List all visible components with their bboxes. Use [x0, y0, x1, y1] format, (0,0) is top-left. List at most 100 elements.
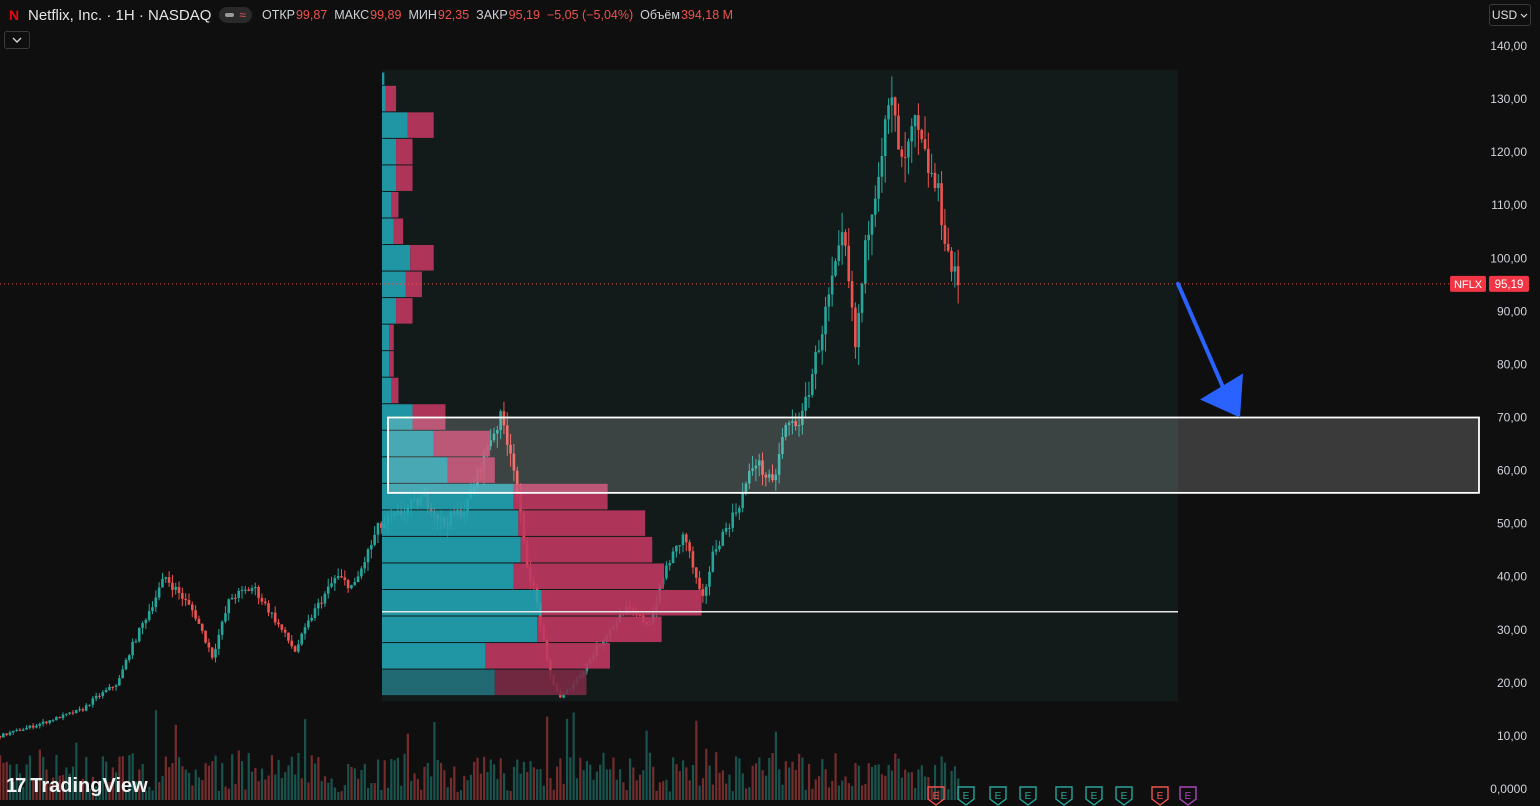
candle-body [45, 721, 48, 724]
volume-bar [499, 758, 502, 800]
candle-body [930, 172, 933, 174]
candle-body [161, 578, 164, 588]
last-price-label: 95,19 [1495, 279, 1524, 291]
candle-body [701, 589, 705, 596]
volume-bar [791, 761, 794, 800]
candle-body [509, 444, 512, 454]
candle-body [124, 659, 128, 670]
volume-bar [68, 773, 71, 800]
volume-bar [811, 788, 814, 800]
volume-bar [559, 758, 562, 800]
candle-body [602, 640, 605, 646]
volume-bar [609, 769, 612, 800]
volume-bar [224, 786, 227, 800]
volume-bar [327, 782, 330, 800]
volume-bar [473, 761, 476, 800]
volume-bar [569, 757, 572, 800]
volume-bar [486, 772, 489, 800]
volume-bar [5, 761, 8, 800]
volume-bar [890, 770, 894, 800]
volume-bar [953, 766, 957, 800]
profile-up-bar [382, 483, 514, 510]
candle-body [78, 709, 81, 711]
profile-down-bar [396, 298, 413, 324]
candle-body [883, 119, 887, 156]
volume-bar [337, 791, 340, 800]
candle-body [35, 725, 38, 728]
candle-body [741, 492, 744, 509]
candle-body [313, 608, 317, 618]
earnings-marker-label: E [1025, 791, 1032, 802]
volume-bar [947, 789, 950, 800]
candle-body [691, 551, 695, 568]
symbol-legend: N Netflix, Inc. · 1H · NASDAQ ≈ ОТКР 99,8… [0, 4, 740, 26]
volume-bar [725, 783, 728, 800]
volume-bar [234, 783, 237, 800]
ticker-badge [1450, 275, 1486, 292]
tradingview-logo[interactable]: 17 TradingView [6, 772, 148, 800]
profile-up-bar [382, 191, 392, 218]
volume-bar [52, 777, 55, 800]
currency-button[interactable]: USD [1489, 4, 1531, 26]
volume-bar [370, 783, 373, 800]
volume-bar [937, 790, 940, 800]
candle-body [307, 620, 310, 628]
volume-bar [297, 752, 300, 800]
volume-bar [492, 764, 496, 800]
candle-body [55, 717, 58, 721]
volume-bar [943, 762, 947, 800]
collapse-legend-button[interactable] [4, 31, 30, 49]
candle-body [141, 623, 144, 628]
volume-bar [509, 791, 512, 800]
candle-body [118, 678, 121, 686]
volume-bar [413, 773, 416, 800]
volume-bar [85, 756, 88, 800]
candle-body [144, 619, 148, 624]
profile-up-bar [382, 430, 434, 457]
volume-bar [95, 786, 98, 800]
volume-bar [483, 756, 486, 800]
candle-body [147, 611, 151, 620]
volume-label: Объём [640, 8, 680, 22]
candle-body [860, 283, 864, 313]
candle-body [31, 725, 35, 728]
candle-body [81, 709, 85, 711]
volume-bar [897, 758, 900, 800]
price-tick-label: 110,00 [1491, 198, 1527, 212]
symbol-title[interactable]: Netflix, Inc. · 1H · NASDAQ [28, 6, 212, 24]
candle-body [684, 534, 688, 543]
candle-body [671, 551, 675, 564]
volume-bar [108, 782, 111, 800]
profile-up-bar [382, 72, 385, 85]
candle-body [738, 508, 741, 513]
volume-bar [821, 759, 824, 800]
volume-bar [270, 755, 274, 800]
volume-bar [416, 779, 419, 800]
volume-bar [622, 782, 625, 800]
candle-body [174, 586, 178, 590]
volume-bar [771, 753, 774, 800]
volume-bar [546, 716, 549, 800]
currency-label: USD [1491, 8, 1518, 22]
candle-body [492, 433, 496, 441]
volume-bar [443, 770, 446, 800]
candle-body [946, 243, 950, 251]
candle-body [771, 474, 774, 481]
volume-bar [801, 757, 804, 800]
candle-body [363, 562, 366, 569]
volume-bar [645, 730, 648, 800]
candle-body [326, 586, 330, 594]
volume-bar [12, 782, 15, 800]
candle-body [496, 429, 499, 434]
candle-body [751, 468, 754, 472]
candle-body [950, 250, 953, 272]
candle-body [41, 721, 45, 724]
earnings-marker-label: E [933, 791, 940, 802]
candle-body [777, 454, 781, 475]
volume-bar [529, 761, 532, 800]
volume-bar [105, 761, 108, 800]
session-pill[interactable]: ≈ [219, 7, 252, 23]
volume-bar [907, 772, 910, 800]
candle-body [562, 693, 565, 698]
